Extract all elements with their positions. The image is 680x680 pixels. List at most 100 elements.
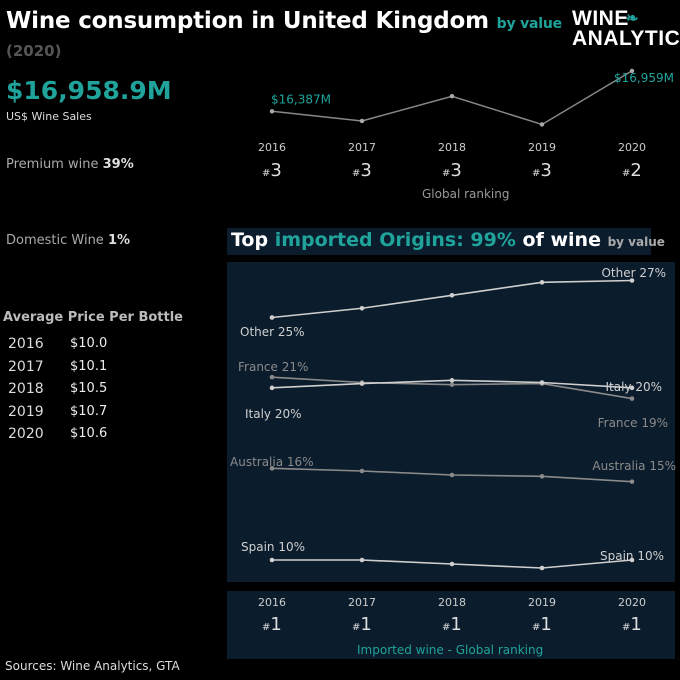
page-title: Wine consumption in United Kingdom by va… xyxy=(6,8,562,34)
series-point-france xyxy=(449,382,455,387)
avg-price-value: $10.0 xyxy=(70,336,108,351)
wine-analytics-logo: WINE ANALYTICS ❧ xyxy=(572,7,680,50)
series-point-other xyxy=(269,315,275,320)
sales-rank-value: #3 xyxy=(532,160,552,181)
sources-footer: Sources: Wine Analytics, GTA xyxy=(5,659,180,673)
series-end-label-australia: Australia 15% xyxy=(592,459,676,473)
imports-title-a: Top xyxy=(231,229,269,251)
sales-year-label: 2017 xyxy=(348,141,376,154)
series-point-australia xyxy=(449,472,455,478)
avg-price-year: 2016 xyxy=(8,336,44,352)
imports-year-label: 2016 xyxy=(258,596,286,609)
series-end-label-other: Other 27% xyxy=(601,266,666,280)
imports-year-label: 2018 xyxy=(438,596,466,609)
series-point-spain xyxy=(359,557,365,563)
sales-point xyxy=(629,68,635,74)
series-point-spain xyxy=(449,561,455,567)
series-end-label-italy: Italy 20% xyxy=(605,380,662,394)
imports-year-label: 2017 xyxy=(348,596,376,609)
series-point-france xyxy=(269,374,275,380)
series-line-other xyxy=(271,279,633,319)
avg-price-value: $10.7 xyxy=(70,403,108,419)
sales-first-label: $16,387M xyxy=(271,92,331,106)
sales-year-label: 2019 xyxy=(528,141,556,154)
series-point-italy xyxy=(629,385,635,391)
series-point-italy xyxy=(359,381,365,386)
title-text: Wine consumption in United Kingdom xyxy=(6,8,489,34)
avg-price-year: 2019 xyxy=(8,403,44,420)
bird-icon: ❧ xyxy=(626,10,640,27)
sales-point xyxy=(269,109,275,114)
imports-rank-value: #1 xyxy=(442,614,462,635)
series-point-spain xyxy=(269,557,275,563)
sales-year-label: 2016 xyxy=(258,141,286,154)
imports-rank-value: #1 xyxy=(622,614,642,635)
series-point-italy xyxy=(449,378,455,383)
series-start-label-spain: Spain 10% xyxy=(241,540,305,554)
title-suffix: by value xyxy=(496,16,562,32)
premium-wine-stat: Premium wine 39% xyxy=(6,157,134,172)
imports-title-c: of wine xyxy=(522,229,601,251)
imports-title-b: imported Origins: 99% xyxy=(274,229,516,251)
avg-price-value: $10.6 xyxy=(70,426,108,441)
avg-price-title: Average Price Per Bottle xyxy=(3,310,183,325)
year-subtitle: (2020) xyxy=(6,42,62,60)
sales-point xyxy=(449,94,455,99)
sales-rank-value: #2 xyxy=(622,160,642,181)
series-point-france xyxy=(629,396,635,401)
series-end-label-spain: Spain 10% xyxy=(600,549,664,563)
premium-value: 39% xyxy=(102,157,134,172)
domestic-value: 1% xyxy=(107,233,131,248)
series-point-italy xyxy=(269,385,275,391)
imports-rank-value: #1 xyxy=(262,614,282,635)
series-point-other xyxy=(449,293,455,298)
imports-title-bar xyxy=(227,228,651,255)
series-point-australia xyxy=(359,468,365,474)
sales-year-label: 2020 xyxy=(618,141,646,154)
avg-price-year: 2018 xyxy=(8,381,44,397)
series-point-other xyxy=(359,305,365,311)
domestic-label: Domestic Wine xyxy=(6,233,104,248)
sales-point xyxy=(539,122,545,127)
sales-value: $16,958.9M xyxy=(6,76,172,105)
series-point-australia xyxy=(269,466,275,471)
series-start-label-other: Other 25% xyxy=(240,325,305,339)
imports-title-d: by value xyxy=(607,235,665,249)
logo-line2: ANALYTICS xyxy=(572,27,680,50)
sales-year-label: 2018 xyxy=(438,141,466,154)
avg-price-year: 2017 xyxy=(8,358,44,375)
series-point-italy xyxy=(539,380,545,385)
imports-year-label: 2020 xyxy=(618,596,646,609)
series-point-other xyxy=(629,278,635,283)
sales-rank-value: #3 xyxy=(442,160,462,181)
domestic-wine-stat: Domestic Wine 1% xyxy=(6,233,130,248)
imported-ranking-caption: Imported wine - Global ranking xyxy=(357,643,544,657)
series-point-australia xyxy=(539,474,545,479)
avg-price-value: $10.5 xyxy=(70,381,108,396)
series-point-spain xyxy=(539,565,545,571)
series-start-label-australia: Australia 16% xyxy=(230,455,314,469)
imports-rank-value: #1 xyxy=(532,614,552,635)
premium-label: Premium wine xyxy=(6,157,99,172)
sales-rank-value: #3 xyxy=(352,160,372,181)
series-point-spain xyxy=(629,557,635,563)
imports-year-label: 2019 xyxy=(528,596,556,609)
series-end-label-france: France 19% xyxy=(598,416,668,430)
imports-chart-panel xyxy=(227,262,675,582)
series-start-label-france: France 21% xyxy=(238,360,308,374)
sales-label: US$ Wine Sales xyxy=(6,110,92,123)
imports-ranking-panel xyxy=(227,591,675,659)
sales-rank-value: #3 xyxy=(262,160,282,181)
series-start-label-italy: Italy 20% xyxy=(245,407,302,421)
avg-price-value: $10.1 xyxy=(70,358,108,374)
sales-point xyxy=(359,118,365,124)
imports-rank-value: #1 xyxy=(352,614,372,635)
imports-title: Top imported Origins: 99% of wine by val… xyxy=(231,229,665,251)
global-ranking-caption: Global ranking xyxy=(422,187,510,201)
series-point-australia xyxy=(629,479,635,484)
logo-line1: WINE xyxy=(572,7,629,30)
series-point-other xyxy=(539,280,545,285)
sales-last-label: $16,959M xyxy=(614,71,674,85)
avg-price-year: 2020 xyxy=(8,426,44,442)
